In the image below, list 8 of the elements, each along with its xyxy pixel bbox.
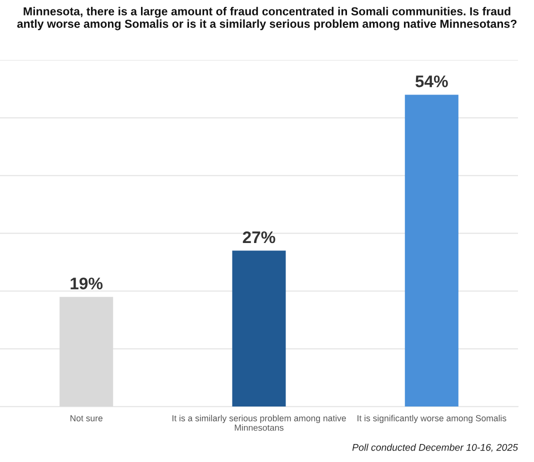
x-tick-label: It is a similarly serious problem among native Minnesotans (172, 414, 346, 431)
x-tick-label: It is significantly worse among Somalis (358, 414, 506, 424)
text: Poll conducted December 10-16, 2025 (352, 444, 518, 452)
x-tick-label: Not sure (70, 415, 102, 422)
data-label: 54% (415, 75, 448, 88)
data-label: 19% (70, 278, 103, 290)
chart-title: Minnesota, there is a large amount of fraud concentrated in Somali communities. Is fraud antly worse among Somalis or is it a similarly serious problem among native Minnesotans? (17, 6, 517, 30)
data-label: 27% (242, 231, 276, 244)
